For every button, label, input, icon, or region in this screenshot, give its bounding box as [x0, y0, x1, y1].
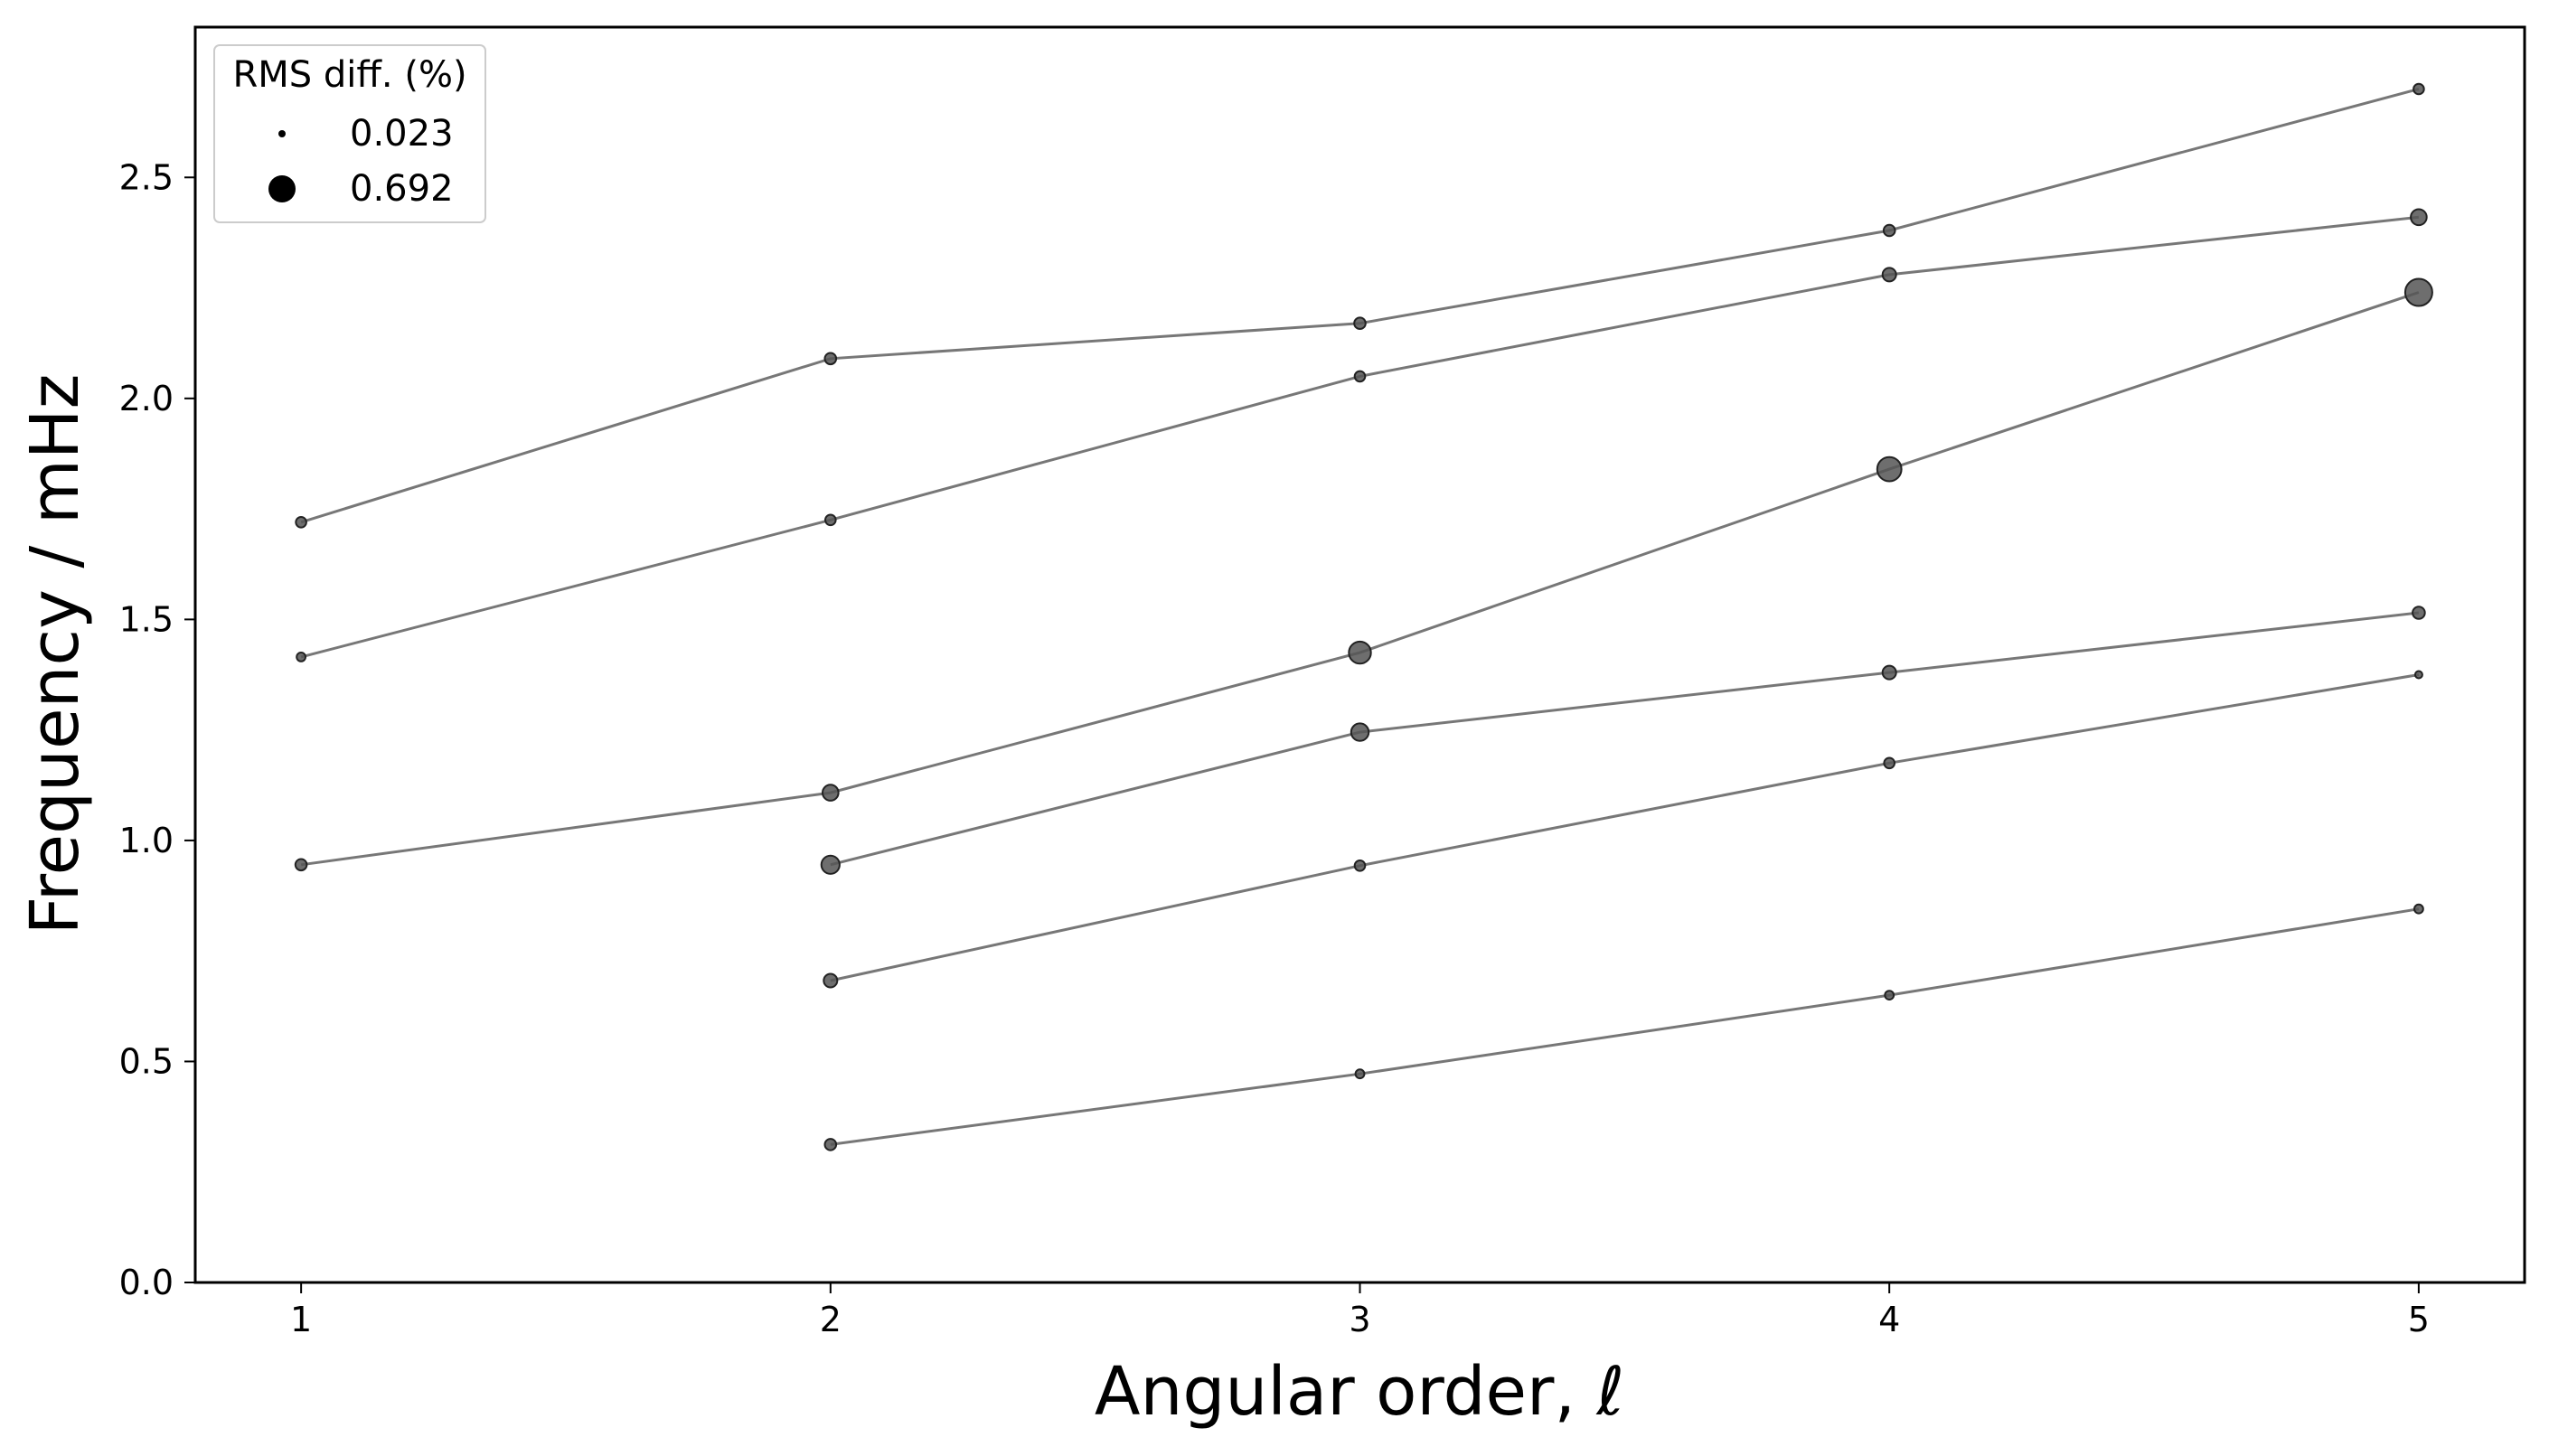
series-5-point-1 — [823, 972, 839, 989]
series-6 — [823, 903, 2424, 1151]
y-tick-label: 2.0 — [119, 379, 174, 418]
y-tick-label: 2.5 — [119, 157, 174, 197]
series-1-point-4 — [1882, 223, 1896, 238]
series-4-point-2 — [1350, 722, 1370, 742]
series-3-point-2 — [822, 784, 840, 802]
x-tick-label: 5 — [2408, 1300, 2430, 1339]
series-1-point-3 — [1353, 316, 1367, 331]
series-3-point-5 — [2403, 277, 2433, 307]
legend-title: RMS diff. (%) — [232, 54, 466, 96]
series-1-point-5 — [2413, 82, 2425, 96]
series-5-point-2 — [1353, 860, 1367, 872]
y-tick-label: 0.0 — [119, 1263, 174, 1302]
series-4-point-4 — [2412, 606, 2426, 620]
series-5-line — [830, 673, 2420, 982]
legend-marker-large — [268, 175, 296, 202]
series-3-point-1 — [294, 858, 308, 872]
series-2-point-3 — [1353, 370, 1367, 383]
series-4-point-1 — [820, 854, 841, 875]
series-3-point-3 — [1348, 640, 1372, 665]
x-axis-ticks: 1 2 3 4 5 — [290, 1282, 2430, 1339]
legend: RMS diff. (%) 0.023 0.692 — [213, 44, 486, 223]
series-1 — [295, 82, 2425, 529]
series-2-point-5 — [2410, 208, 2428, 227]
y-tick-label: 1.0 — [119, 821, 174, 860]
series-3-point-4 — [1876, 456, 1903, 483]
series-2-point-4 — [1881, 267, 1897, 283]
series-2-line — [300, 215, 2420, 659]
x-tick-label: 4 — [1878, 1300, 1900, 1339]
series-2 — [296, 208, 2428, 662]
series-4-line — [830, 611, 2420, 867]
y-tick-label: 1.5 — [119, 599, 174, 639]
series-5-point-4 — [2413, 670, 2423, 680]
y-tick-label: 0.5 — [119, 1041, 174, 1081]
series-2-point-1 — [296, 652, 307, 662]
series-6-line — [830, 907, 2420, 1146]
legend-marker-small — [278, 130, 286, 137]
legend-label-large: 0.692 — [350, 168, 454, 210]
series-4-point-3 — [1881, 664, 1897, 681]
series-5 — [823, 670, 2423, 989]
series-6-point-1 — [823, 1138, 838, 1151]
series-6-point-4 — [2413, 903, 2424, 915]
series-4 — [820, 606, 2426, 875]
x-tick-label: 2 — [820, 1300, 842, 1339]
y-axis-title: Frequency / mHz — [16, 374, 94, 935]
x-tick-label: 1 — [290, 1300, 312, 1339]
series-layer — [294, 82, 2433, 1151]
series-6-point-2 — [1354, 1068, 1366, 1080]
x-axis-title: Angular order, ℓ — [1095, 1353, 1624, 1431]
series-6-point-3 — [1884, 990, 1895, 1000]
series-1-line — [300, 88, 2420, 524]
series-1-point-1 — [295, 516, 307, 529]
y-axis-ticks: 0.0 0.5 1.0 1.5 2.0 2.5 — [119, 157, 195, 1302]
series-1-point-2 — [823, 352, 838, 366]
x-tick-label: 3 — [1349, 1300, 1370, 1339]
series-2-point-2 — [824, 513, 837, 527]
series-3 — [294, 277, 2433, 872]
series-5-point-3 — [1883, 756, 1895, 770]
legend-label-small: 0.023 — [350, 113, 454, 155]
